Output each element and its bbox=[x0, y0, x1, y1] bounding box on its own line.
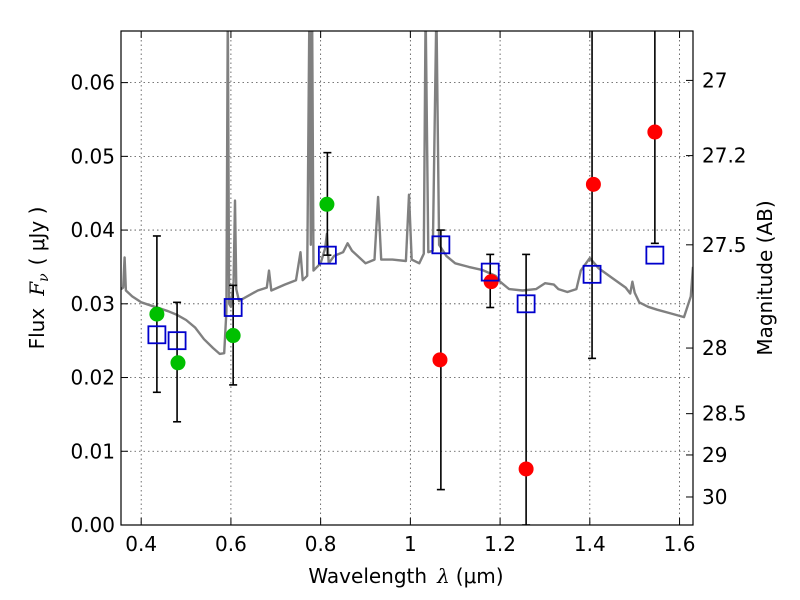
y-tick-label: 0.06 bbox=[70, 71, 115, 95]
photometry-point bbox=[432, 352, 448, 368]
model-photometry-marker bbox=[167, 331, 187, 351]
photometry-point bbox=[585, 176, 601, 192]
y2-tick-label: 30 bbox=[702, 485, 727, 509]
y2-tick-label: 27.5 bbox=[702, 233, 747, 257]
marker-layer bbox=[147, 124, 665, 477]
y2-tick-label: 27 bbox=[702, 68, 727, 92]
photometry-point bbox=[149, 306, 165, 322]
x-tick-label: 1 bbox=[404, 532, 417, 556]
spectrum-line bbox=[121, 31, 693, 356]
photometry-point bbox=[225, 328, 241, 344]
x-tick-label: 1.4 bbox=[574, 532, 606, 556]
plot-background bbox=[121, 31, 693, 525]
y-tick-label: 0.03 bbox=[70, 292, 115, 316]
photometry-point bbox=[647, 124, 663, 140]
axis-ticks: 0.4 0.6 0.8 1 1.2 1.4 1.6 0.00 0.01 0.02 0.03 0.04 0… bbox=[70, 31, 747, 556]
photometry-point bbox=[170, 355, 186, 371]
y-tick-label: 0.02 bbox=[70, 366, 115, 390]
y-tick-label: 0.05 bbox=[70, 144, 115, 168]
photometry-point bbox=[319, 196, 335, 212]
y2-axis-title: Magnitude (AB) bbox=[753, 200, 777, 355]
y2-tick-label: 27.2 bbox=[702, 144, 747, 168]
x-tick-label: 0.6 bbox=[215, 532, 247, 556]
y2-tick-label: 28.5 bbox=[702, 402, 747, 426]
x-tick-label: 1.2 bbox=[484, 532, 516, 556]
y2-tick-label: 28 bbox=[702, 336, 727, 360]
model-photometry-marker bbox=[317, 245, 337, 265]
model-photometry-marker bbox=[582, 264, 602, 284]
y-tick-label: 0.04 bbox=[70, 218, 115, 242]
photometry-point bbox=[518, 461, 534, 477]
x-tick-label: 0.8 bbox=[305, 532, 337, 556]
model-photometry-marker bbox=[480, 262, 500, 282]
x-tick-label: 0.4 bbox=[125, 532, 157, 556]
spectrum-layer bbox=[121, 31, 693, 356]
y2-tick-label: 29 bbox=[702, 443, 727, 467]
model-photometry-marker bbox=[516, 294, 536, 314]
y-tick-label: 0.01 bbox=[70, 439, 115, 463]
x-axis-title: Wavelength λ (μm) bbox=[308, 564, 503, 588]
model-photometry-marker bbox=[223, 298, 243, 317]
model-photometry-marker bbox=[431, 235, 451, 255]
model-photometry-marker bbox=[645, 245, 665, 265]
plot-frame bbox=[120, 30, 694, 526]
model-photometry-marker bbox=[147, 325, 167, 345]
x-tick-label: 1.6 bbox=[664, 532, 696, 556]
photometry-point bbox=[483, 274, 499, 290]
y-axis-title: FluxFν( μJy ) bbox=[25, 207, 52, 350]
y-tick-label: 0.00 bbox=[70, 513, 115, 537]
